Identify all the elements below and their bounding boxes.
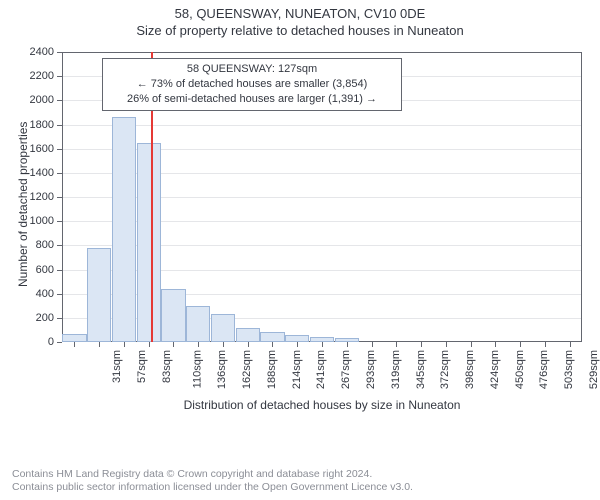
y-tick-mark xyxy=(57,294,62,295)
x-tick-mark xyxy=(173,342,174,347)
histogram-bar xyxy=(186,306,210,342)
y-tick-mark xyxy=(57,197,62,198)
attribution-line-2: Contains public sector information licen… xyxy=(12,481,413,494)
annotation-line: ← 73% of detached houses are smaller (3,… xyxy=(111,77,393,92)
annotation-line: 58 QUEENSWAY: 127sqm xyxy=(111,62,393,77)
annotation-box: 58 QUEENSWAY: 127sqm← 73% of detached ho… xyxy=(102,58,402,111)
histogram-chart: 0200400600800100012001400160018002000220… xyxy=(0,42,600,442)
y-tick-label: 2000 xyxy=(14,94,54,106)
histogram-bar xyxy=(112,117,136,342)
x-tick-label: 162sqm xyxy=(241,350,253,389)
x-tick-mark xyxy=(297,342,298,347)
x-tick-mark xyxy=(272,342,273,347)
x-tick-label: 241sqm xyxy=(316,350,328,389)
x-tick-mark xyxy=(446,342,447,347)
y-tick-mark xyxy=(57,270,62,271)
histogram-bar xyxy=(87,248,111,342)
x-tick-mark xyxy=(149,342,150,347)
x-tick-label: 424sqm xyxy=(489,350,501,389)
histogram-bar xyxy=(137,143,161,342)
x-tick-mark xyxy=(99,342,100,347)
x-tick-mark xyxy=(322,342,323,347)
page-subtitle: Size of property relative to detached ho… xyxy=(0,21,600,38)
y-tick-mark xyxy=(57,100,62,101)
y-tick-label: 0 xyxy=(14,336,54,348)
x-tick-mark xyxy=(372,342,373,347)
histogram-bar xyxy=(211,314,235,342)
y-tick-mark xyxy=(57,318,62,319)
x-tick-label: 476sqm xyxy=(538,350,550,389)
x-tick-mark xyxy=(124,342,125,347)
page-address: 58, QUEENSWAY, NUNEATON, CV10 0DE xyxy=(0,0,600,21)
y-axis-title: Number of detached properties xyxy=(16,122,30,287)
x-tick-label: 188sqm xyxy=(266,350,278,389)
attribution-text: Contains HM Land Registry data © Crown c… xyxy=(12,468,413,494)
y-tick-mark xyxy=(57,125,62,126)
y-tick-mark xyxy=(57,245,62,246)
histogram-bar xyxy=(161,289,185,342)
y-tick-label: 2200 xyxy=(14,70,54,82)
x-tick-label: 398sqm xyxy=(464,350,476,389)
x-tick-label: 345sqm xyxy=(415,350,427,389)
x-tick-mark xyxy=(421,342,422,347)
x-tick-label: 372sqm xyxy=(439,350,451,389)
y-tick-label: 200 xyxy=(14,312,54,324)
attribution-line-1: Contains HM Land Registry data © Crown c… xyxy=(12,468,413,481)
x-axis-title: Distribution of detached houses by size … xyxy=(62,398,582,412)
y-gridline xyxy=(63,125,581,126)
x-tick-label: 214sqm xyxy=(291,350,303,389)
histogram-bar xyxy=(236,328,260,343)
x-tick-mark xyxy=(74,342,75,347)
x-tick-label: 450sqm xyxy=(514,350,526,389)
x-tick-label: 293sqm xyxy=(365,350,377,389)
y-tick-mark xyxy=(57,173,62,174)
x-tick-label: 57sqm xyxy=(136,350,148,383)
x-tick-mark xyxy=(396,342,397,347)
histogram-bar xyxy=(310,337,334,342)
annotation-line: 26% of semi-detached houses are larger (… xyxy=(111,92,393,107)
histogram-bar xyxy=(62,334,86,342)
y-tick-mark xyxy=(57,342,62,343)
x-tick-label: 83sqm xyxy=(161,350,173,383)
x-tick-label: 31sqm xyxy=(111,350,123,383)
x-tick-mark xyxy=(248,342,249,347)
y-tick-mark xyxy=(57,149,62,150)
histogram-bar xyxy=(335,338,359,342)
x-tick-label: 136sqm xyxy=(217,350,229,389)
histogram-bar xyxy=(285,335,309,342)
x-tick-mark xyxy=(545,342,546,347)
y-tick-mark xyxy=(57,76,62,77)
x-tick-mark xyxy=(471,342,472,347)
x-tick-mark xyxy=(198,342,199,347)
x-tick-label: 319sqm xyxy=(390,350,402,389)
x-tick-label: 503sqm xyxy=(563,350,575,389)
x-tick-label: 529sqm xyxy=(588,350,600,389)
x-tick-label: 110sqm xyxy=(191,350,203,388)
x-tick-mark xyxy=(520,342,521,347)
y-tick-label: 400 xyxy=(14,288,54,300)
histogram-bar xyxy=(260,332,284,342)
y-tick-mark xyxy=(57,52,62,53)
x-tick-mark xyxy=(223,342,224,347)
y-tick-label: 2400 xyxy=(14,46,54,58)
x-tick-mark xyxy=(570,342,571,347)
x-tick-mark xyxy=(495,342,496,347)
y-tick-mark xyxy=(57,221,62,222)
x-tick-mark xyxy=(347,342,348,347)
x-tick-label: 267sqm xyxy=(340,350,352,389)
